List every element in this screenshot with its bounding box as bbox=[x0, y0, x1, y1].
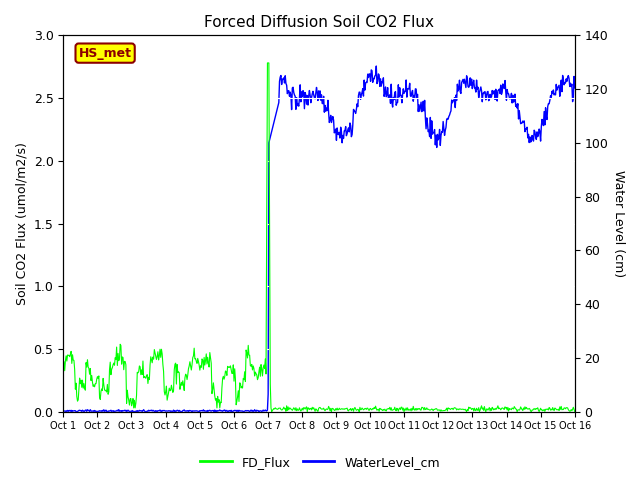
Title: Forced Diffusion Soil CO2 Flux: Forced Diffusion Soil CO2 Flux bbox=[204, 15, 434, 30]
Legend: FD_Flux, WaterLevel_cm: FD_Flux, WaterLevel_cm bbox=[195, 451, 445, 474]
Y-axis label: Soil CO2 Flux (umol/m2/s): Soil CO2 Flux (umol/m2/s) bbox=[15, 142, 28, 305]
Text: HS_met: HS_met bbox=[79, 47, 132, 60]
Y-axis label: Water Level (cm): Water Level (cm) bbox=[612, 170, 625, 277]
